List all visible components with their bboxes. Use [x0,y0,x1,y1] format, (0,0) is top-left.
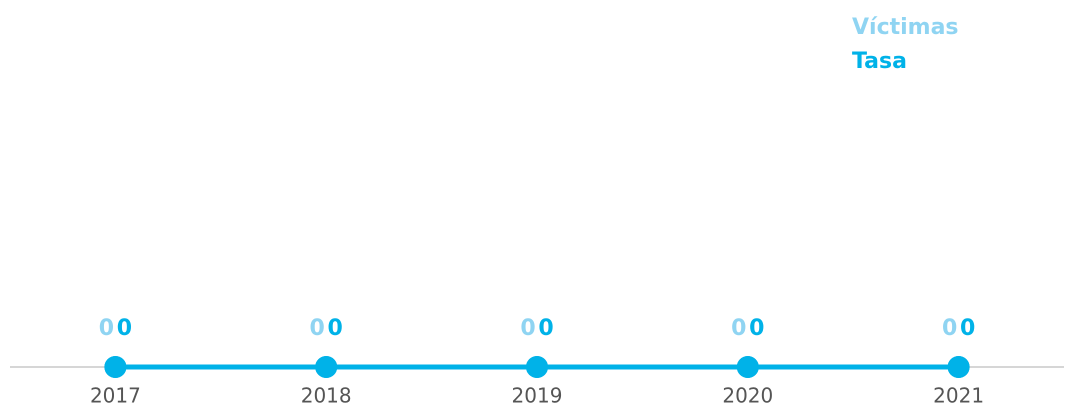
data-label: 0 [538,316,553,341]
data-label: 0 [731,316,746,341]
point [315,356,338,378]
point [736,356,759,378]
data-label: 0 [960,316,975,341]
x-tick-label: 2018 [301,384,352,408]
data-label: 0 [328,316,343,341]
point [526,356,548,378]
data-label: 0 [310,316,325,341]
x-tick-label: 2019 [512,384,563,408]
legend-entry: Víctimas [852,15,959,40]
legend-entry: Tasa [852,49,907,74]
x-tick-label: 2020 [722,384,773,408]
x-tick-label: 2017 [90,384,141,408]
x-tick-label: 2021 [933,384,984,408]
data-label: 0 [117,316,132,341]
point [947,356,970,378]
data-label: 0 [749,316,764,341]
data-label: 0 [99,316,114,341]
data-label: 0 [520,316,535,341]
data-label: 0 [942,316,957,341]
point [104,356,127,378]
